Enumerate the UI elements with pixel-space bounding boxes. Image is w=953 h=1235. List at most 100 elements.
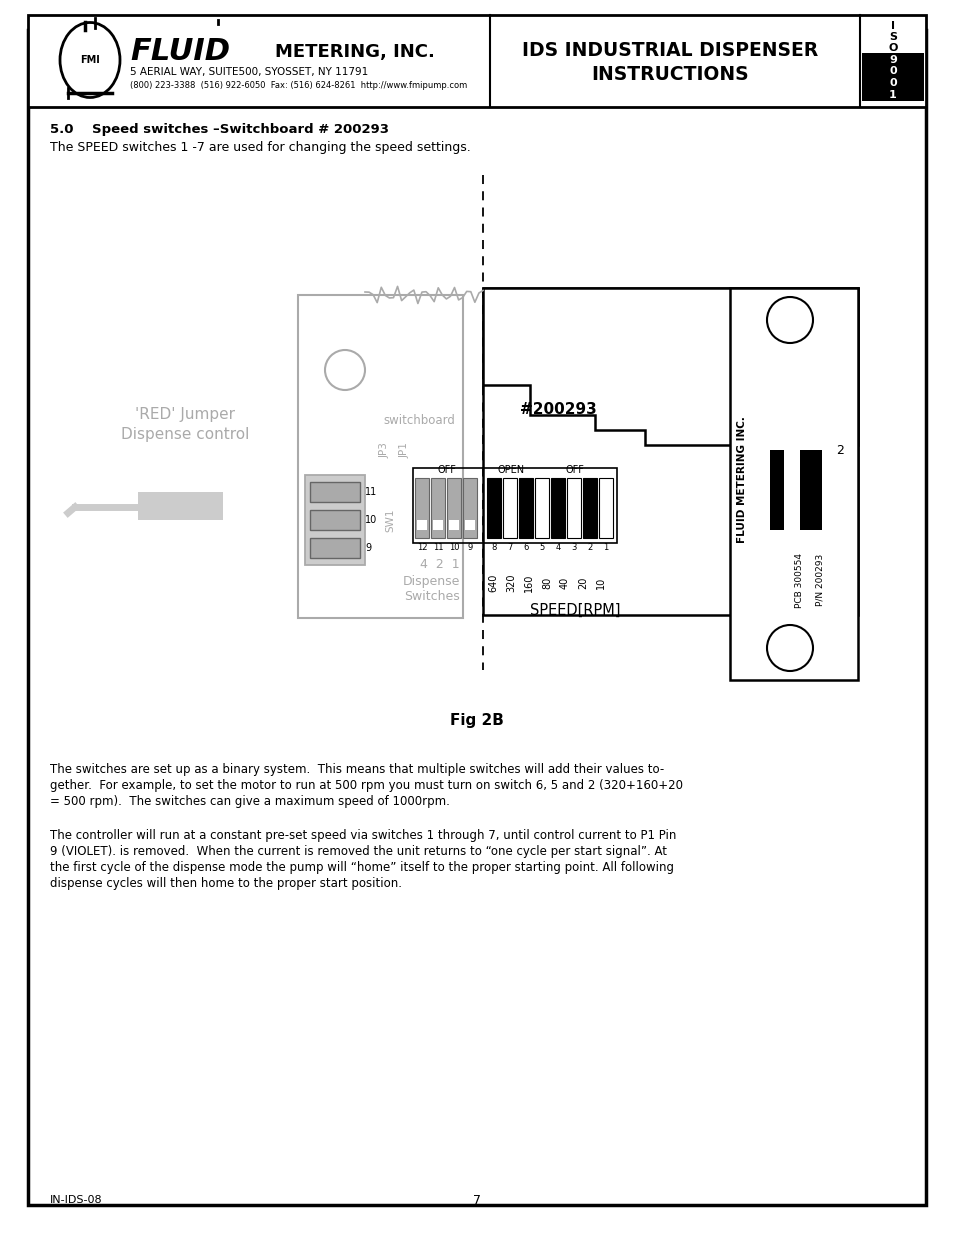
Polygon shape (482, 288, 857, 445)
Text: OFF: OFF (437, 466, 456, 475)
Text: The controller will run at a constant pre-set speed via switches 1 through 7, un: The controller will run at a constant pr… (50, 829, 676, 841)
Text: IDS INDUSTRIAL DISPENSER: IDS INDUSTRIAL DISPENSER (521, 41, 818, 59)
Bar (310, 482, 359, 501)
Text: FLUID: FLUID (130, 37, 230, 67)
Bar (862, 77, 923, 89)
Bar (310, 510, 359, 530)
Circle shape (766, 296, 812, 343)
Text: Dispense: Dispense (402, 576, 459, 589)
Text: P/N 200293: P/N 200293 (815, 553, 823, 606)
Text: 11: 11 (433, 543, 443, 552)
Text: 9: 9 (888, 56, 896, 65)
Bar (28, 15, 925, 107)
Text: Dispense control: Dispense control (121, 427, 249, 442)
Text: Switches: Switches (404, 590, 459, 604)
Text: 20: 20 (578, 577, 587, 589)
Bar (310, 538, 359, 558)
Bar (138, 492, 223, 520)
Bar (729, 288, 857, 680)
Text: 8: 8 (491, 543, 497, 552)
Text: #200293: #200293 (519, 403, 597, 417)
Text: 7: 7 (473, 1193, 480, 1207)
Text: PCB 300554: PCB 300554 (795, 552, 803, 608)
Text: the first cycle of the dispense mode the pump will “home” itself to the proper s: the first cycle of the dispense mode the… (50, 861, 673, 873)
Text: 2: 2 (587, 543, 592, 552)
Circle shape (325, 350, 365, 390)
Text: 3: 3 (571, 543, 576, 552)
Bar (431, 478, 444, 538)
Text: 1: 1 (602, 543, 608, 552)
Bar (415, 478, 429, 538)
Text: 10: 10 (596, 577, 605, 589)
Text: 2: 2 (835, 443, 843, 457)
Text: The switches are set up as a binary system.  This means that multiple switches w: The switches are set up as a binary syst… (50, 763, 663, 777)
Text: JP3: JP3 (379, 442, 390, 458)
Bar (502, 478, 517, 538)
Text: METERING, INC.: METERING, INC. (274, 43, 435, 61)
Text: SW1: SW1 (385, 509, 395, 532)
Bar (449, 520, 458, 530)
Text: 10: 10 (448, 543, 458, 552)
Bar (551, 478, 564, 538)
Text: switchboard: switchboard (383, 414, 455, 426)
Text: gether.  For example, to set the motor to run at 500 rpm you must turn on switch: gether. For example, to set the motor to… (50, 779, 682, 793)
Bar (862, 64, 923, 77)
Text: FLUID METERING INC.: FLUID METERING INC. (737, 416, 746, 543)
Text: 4: 4 (555, 543, 560, 552)
Bar (582, 478, 597, 538)
Text: 1: 1 (888, 90, 896, 100)
Ellipse shape (60, 22, 120, 98)
Text: 6: 6 (523, 543, 528, 552)
Text: 0: 0 (888, 78, 896, 88)
Text: 40: 40 (559, 577, 569, 589)
Text: 0: 0 (888, 65, 896, 77)
Text: 4  2  1: 4 2 1 (420, 558, 459, 572)
Text: 12: 12 (416, 543, 427, 552)
Text: 640: 640 (488, 574, 497, 593)
Text: I: I (890, 21, 894, 31)
Bar (535, 478, 548, 538)
Bar (305, 475, 365, 564)
Text: 9: 9 (365, 543, 371, 553)
Text: The SPEED switches 1 -7 are used for changing the speed settings.: The SPEED switches 1 -7 are used for cha… (50, 141, 470, 153)
Text: 5.0    Speed switches –Switchboard # 200293: 5.0 Speed switches –Switchboard # 200293 (50, 124, 389, 137)
Text: 9 (VIOLET). is removed.  When the current is removed the unit returns to “one cy: 9 (VIOLET). is removed. When the current… (50, 845, 666, 857)
Bar (416, 520, 427, 530)
Text: dispense cycles will then home to the proper start position.: dispense cycles will then home to the pr… (50, 877, 401, 889)
Text: S: S (888, 32, 896, 42)
Text: OFF: OFF (565, 466, 584, 475)
Text: SPEED[RPM]: SPEED[RPM] (529, 603, 619, 618)
Text: FMI: FMI (80, 56, 100, 65)
Bar (769, 450, 783, 530)
Bar (518, 478, 533, 538)
Bar (800, 450, 821, 530)
Text: 10: 10 (365, 515, 376, 525)
Text: 'RED' Jumper: 'RED' Jumper (135, 408, 234, 422)
Text: 160: 160 (523, 574, 534, 593)
Bar (482, 288, 857, 615)
Bar (486, 478, 500, 538)
Text: = 500 rpm).  The switches can give a maximum speed of 1000rpm.: = 500 rpm). The switches can give a maxi… (50, 795, 450, 809)
Circle shape (766, 625, 812, 671)
Text: JP1: JP1 (399, 442, 410, 458)
Bar (566, 478, 580, 538)
Bar (862, 53, 923, 65)
Bar (413, 468, 617, 543)
Text: Fig 2B: Fig 2B (450, 713, 503, 727)
Text: INSTRUCTIONS: INSTRUCTIONS (591, 65, 748, 84)
Text: (800) 223-3388  (516) 922-6050  Fax: (516) 624-8261  http://www.fmipump.com: (800) 223-3388 (516) 922-6050 Fax: (516)… (130, 82, 467, 90)
Text: 320: 320 (505, 574, 516, 593)
Bar (297, 295, 462, 618)
Text: 80: 80 (541, 577, 552, 589)
Bar (447, 478, 460, 538)
Text: O: O (887, 43, 897, 53)
Text: 11: 11 (365, 487, 376, 496)
Bar (433, 520, 442, 530)
Text: 5: 5 (538, 543, 544, 552)
Bar (462, 478, 476, 538)
Text: 7: 7 (507, 543, 512, 552)
Text: 9: 9 (467, 543, 472, 552)
Bar (862, 88, 923, 101)
Text: IN-IDS-08: IN-IDS-08 (50, 1195, 103, 1205)
Bar (464, 520, 475, 530)
